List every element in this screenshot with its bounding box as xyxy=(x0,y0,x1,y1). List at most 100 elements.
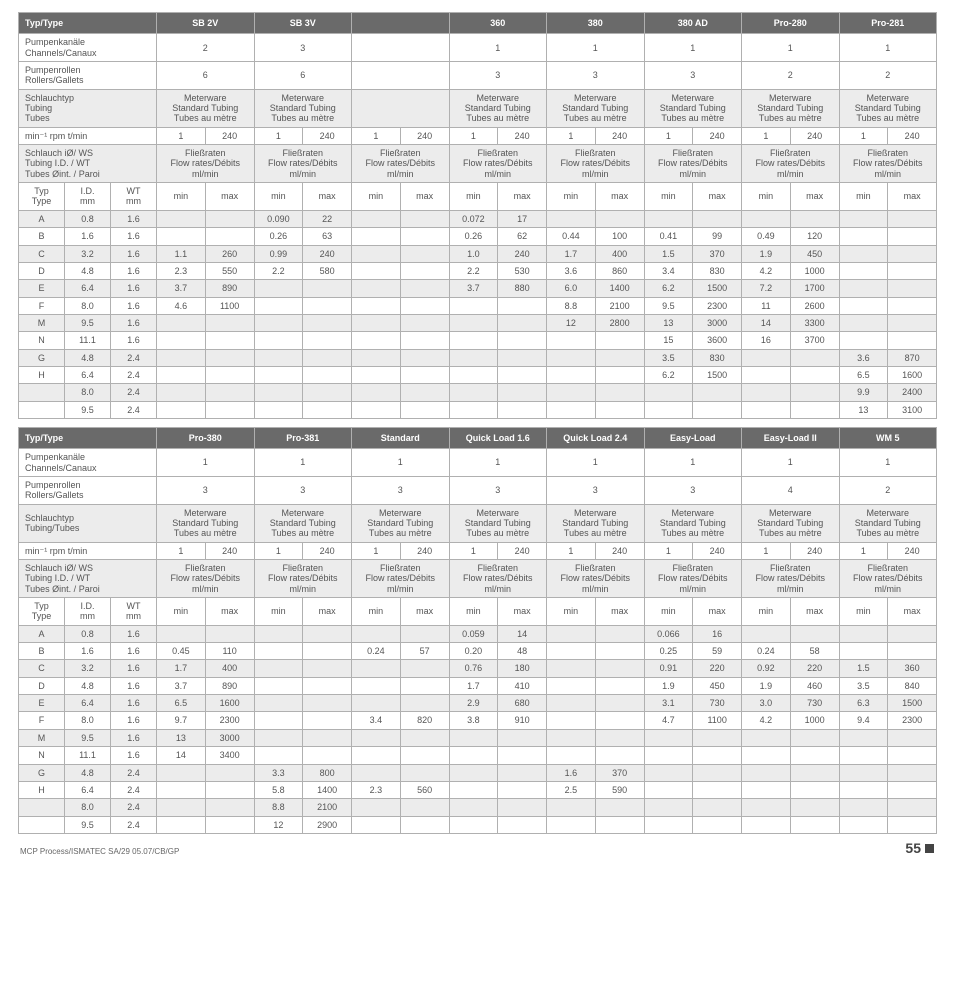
cell-max: 3700 xyxy=(790,332,839,349)
cell-max: 1700 xyxy=(790,280,839,297)
cell-id: 9.5 xyxy=(65,314,111,331)
cell-min xyxy=(157,764,206,781)
cell-typ: A xyxy=(19,210,65,227)
cell-min: 1.7 xyxy=(157,660,206,677)
cell-max xyxy=(595,384,644,401)
cell-min xyxy=(742,816,791,833)
tubing-meter: MeterwareStandard TubingTubes au mètre xyxy=(449,89,547,127)
cell-typ: A xyxy=(19,625,65,642)
cell-typ: H xyxy=(19,781,65,798)
page-marker-icon xyxy=(925,844,934,853)
rollers-value: 3 xyxy=(644,62,742,90)
cell-max: 1500 xyxy=(888,695,937,712)
rpm-min: 1 xyxy=(839,542,888,559)
cell-max xyxy=(498,764,547,781)
cell-wt: 1.6 xyxy=(111,712,157,729)
cell-min xyxy=(449,366,498,383)
cell-max: 550 xyxy=(205,262,254,279)
cell-min xyxy=(157,210,206,227)
cell-max: 1000 xyxy=(790,262,839,279)
cell-wt: 1.6 xyxy=(111,332,157,349)
cell-id: 4.8 xyxy=(65,764,111,781)
cell-max xyxy=(790,729,839,746)
channels-value: 1 xyxy=(352,449,450,477)
cell-min xyxy=(254,314,303,331)
cell-min xyxy=(352,349,401,366)
cell-min xyxy=(254,695,303,712)
channels-value: 1 xyxy=(644,449,742,477)
cell-max xyxy=(595,643,644,660)
col-max: max xyxy=(790,183,839,211)
cell-max xyxy=(790,625,839,642)
cell-id: 11.1 xyxy=(65,332,111,349)
cell-min: 9.7 xyxy=(157,712,206,729)
cell-typ: B xyxy=(19,228,65,245)
cell-max: 370 xyxy=(693,245,742,262)
row-channels-label: PumpenkanäleChannels/Canaux xyxy=(19,34,157,62)
cell-wt: 1.6 xyxy=(111,660,157,677)
cell-min xyxy=(644,764,693,781)
cell-max xyxy=(303,660,352,677)
cell-min xyxy=(449,729,498,746)
cell-max xyxy=(205,349,254,366)
cell-max: 910 xyxy=(498,712,547,729)
col-max: max xyxy=(595,183,644,211)
cell-max xyxy=(595,401,644,418)
cell-max xyxy=(303,747,352,764)
cell-min xyxy=(742,401,791,418)
channels-value: 1 xyxy=(547,449,645,477)
cell-max: 560 xyxy=(400,781,449,798)
cell-min: 14 xyxy=(742,314,791,331)
cell-min xyxy=(839,245,888,262)
col-id: I.D.mm xyxy=(65,183,111,211)
header-model: WM 5 xyxy=(839,427,937,448)
header-model: SB 2V xyxy=(157,13,255,34)
cell-max xyxy=(888,245,937,262)
cell-max xyxy=(693,401,742,418)
cell-min: 3.7 xyxy=(157,677,206,694)
cell-min xyxy=(839,625,888,642)
cell-min xyxy=(157,349,206,366)
cell-min: 9.4 xyxy=(839,712,888,729)
cell-min xyxy=(352,228,401,245)
cell-min: 3.3 xyxy=(254,764,303,781)
cell-max xyxy=(400,677,449,694)
cell-wt: 1.6 xyxy=(111,245,157,262)
cell-id: 8.0 xyxy=(65,712,111,729)
cell-max: 2300 xyxy=(693,297,742,314)
cell-max xyxy=(400,245,449,262)
tubing-meter: MeterwareStandard TubingTubes au mètre xyxy=(254,89,352,127)
row-rpm-label: min⁻¹ rpm t/min xyxy=(19,127,157,144)
cell-max xyxy=(888,314,937,331)
cell-wt: 1.6 xyxy=(111,677,157,694)
cell-min: 12 xyxy=(547,314,596,331)
cell-max: 450 xyxy=(693,677,742,694)
cell-max: 48 xyxy=(498,643,547,660)
cell-max: 57 xyxy=(400,643,449,660)
channels-value: 3 xyxy=(254,34,352,62)
cell-typ xyxy=(19,401,65,418)
tubing-meter: MeterwareStandard TubingTubes au mètre xyxy=(547,89,645,127)
cell-min xyxy=(839,816,888,833)
cell-min: 0.26 xyxy=(449,228,498,245)
cell-max xyxy=(595,712,644,729)
col-min: min xyxy=(839,598,888,626)
cell-max: 840 xyxy=(888,677,937,694)
cell-wt: 1.6 xyxy=(111,262,157,279)
rpm-max: 240 xyxy=(693,542,742,559)
cell-id: 8.0 xyxy=(65,799,111,816)
cell-min: 0.24 xyxy=(352,643,401,660)
rpm-min: 1 xyxy=(157,542,206,559)
rpm-min: 1 xyxy=(157,127,206,144)
flow-header: FließratenFlow rates/Débitsml/min xyxy=(157,560,255,598)
header-model: Pro-380 xyxy=(157,427,255,448)
cell-typ: E xyxy=(19,280,65,297)
cell-max: 1100 xyxy=(205,297,254,314)
header-type: Typ/Type xyxy=(19,427,157,448)
cell-min xyxy=(644,210,693,227)
cell-min: 0.24 xyxy=(742,643,791,660)
rpm-max: 240 xyxy=(790,542,839,559)
rpm-max: 240 xyxy=(205,127,254,144)
rollers-value: 2 xyxy=(742,62,840,90)
cell-min xyxy=(352,677,401,694)
